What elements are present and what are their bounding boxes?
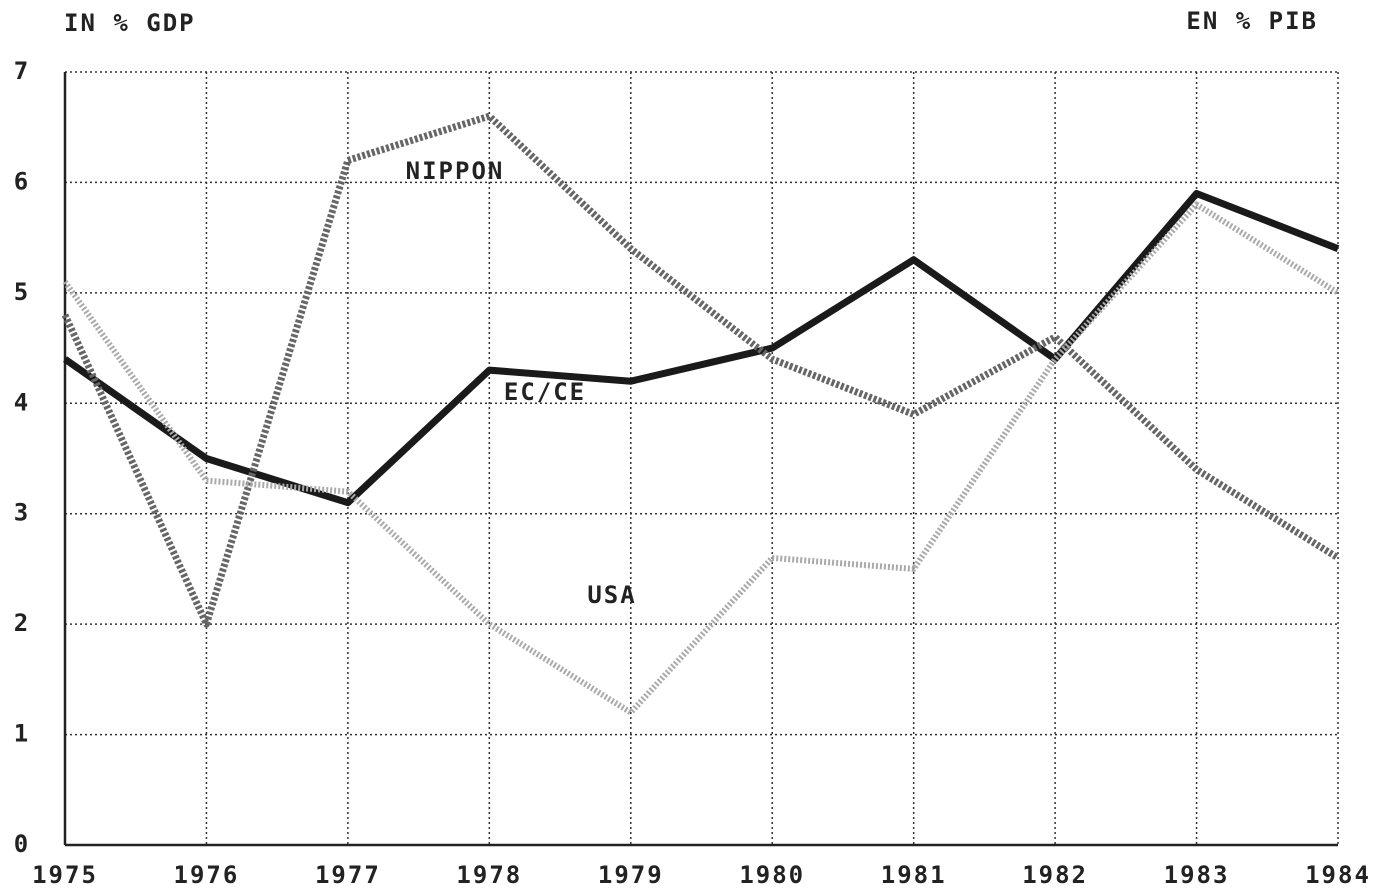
series-label: NIPPON xyxy=(406,157,505,185)
y-tick-label: 7 xyxy=(14,57,30,85)
y-tick-label: 1 xyxy=(14,720,30,748)
x-tick-label: 1977 xyxy=(315,861,381,888)
y-tick-label: 4 xyxy=(14,388,30,416)
y-tick-label: 3 xyxy=(14,499,30,527)
series-line xyxy=(61,112,1340,628)
x-tick-label: 1984 xyxy=(1305,861,1371,888)
y-axis-label-left: IN % GDP xyxy=(64,9,196,37)
x-tick-label: 1980 xyxy=(739,861,805,888)
y-tick-label: 2 xyxy=(14,609,30,637)
y-tick-label: 0 xyxy=(14,830,30,858)
y-axis-label-right: EN % PIB xyxy=(1186,7,1318,35)
y-tick-label: 5 xyxy=(14,278,30,306)
y-tick-label: 6 xyxy=(14,167,30,195)
x-tick-label: 1981 xyxy=(881,861,947,888)
x-tick-label: 1976 xyxy=(174,861,240,888)
x-tick-label: 1975 xyxy=(32,861,98,888)
x-tick-label: 1982 xyxy=(1022,861,1088,888)
series-label: EC/CE xyxy=(504,378,586,406)
x-tick-label: 1978 xyxy=(456,861,522,888)
x-tick-label: 1983 xyxy=(1164,861,1230,888)
series-label: USA xyxy=(587,581,636,609)
series-line xyxy=(62,189,1340,507)
x-tick-label: 1979 xyxy=(598,861,664,888)
